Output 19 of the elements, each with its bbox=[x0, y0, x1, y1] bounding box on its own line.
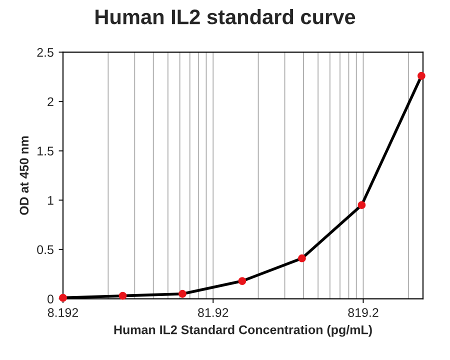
y-tick-label: 0.5 bbox=[37, 245, 54, 254]
point bbox=[59, 294, 67, 302]
y-tick-label: 2.5 bbox=[37, 48, 54, 57]
y-tick-label: 1.5 bbox=[38, 146, 54, 156]
x-axis-title: Human IL2 Standard Concentration (pg/mL) bbox=[114, 325, 372, 337]
point bbox=[298, 254, 306, 262]
y-tick-label: 0 bbox=[48, 294, 54, 304]
x-tick-label: 8.192 bbox=[48, 308, 78, 318]
point bbox=[178, 290, 186, 298]
x-tick-label: 819.2 bbox=[348, 308, 378, 318]
y-tick-label: 1 bbox=[48, 196, 54, 205]
y-tick-label: 2 bbox=[48, 97, 54, 106]
y-axis-title: OD at 450 nm bbox=[20, 136, 29, 215]
point bbox=[238, 277, 246, 285]
point bbox=[418, 72, 426, 80]
point bbox=[358, 201, 366, 210]
chart-title: Human IL2 standard curve bbox=[96, 9, 356, 24]
x-tick-label: 81.92 bbox=[198, 308, 228, 318]
point bbox=[118, 292, 127, 300]
